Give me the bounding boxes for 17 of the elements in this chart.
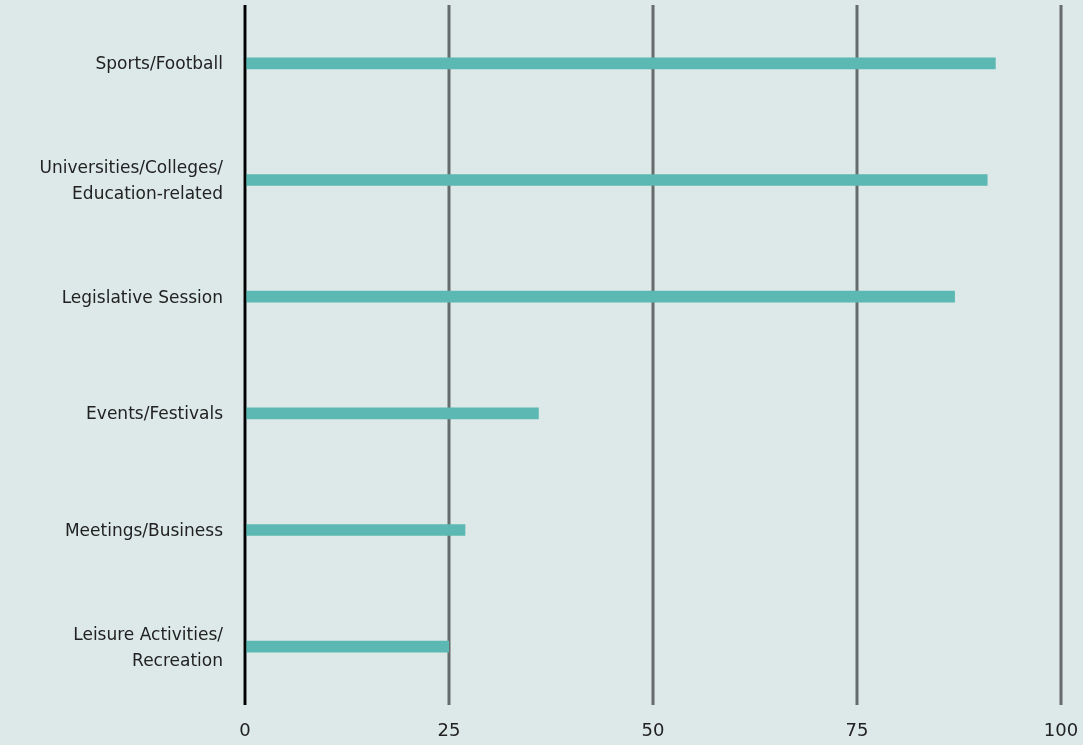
bar <box>245 174 988 186</box>
bar <box>245 407 539 420</box>
x-tick-label: 75 <box>845 718 869 740</box>
bar <box>245 290 955 303</box>
y-tick-label: Events/Festivals <box>86 403 224 424</box>
y-tick-label: Leisure Activities/ Recreation <box>73 623 224 670</box>
x-tick-label: 0 <box>239 718 251 740</box>
bar <box>245 524 466 536</box>
bar <box>245 57 996 70</box>
x-tick-label: 100 <box>1043 718 1079 740</box>
y-tick-label: Legislative Session <box>61 286 223 307</box>
y-tick-label: Sports/Football <box>95 53 223 74</box>
x-tick-label: 50 <box>641 718 665 740</box>
bar <box>245 640 449 653</box>
y-tick-label: Meetings/Business <box>64 520 224 540</box>
y-tick-label: Universities/Colleges/ Education-related <box>39 157 224 203</box>
x-tick-label: 25 <box>437 718 461 740</box>
